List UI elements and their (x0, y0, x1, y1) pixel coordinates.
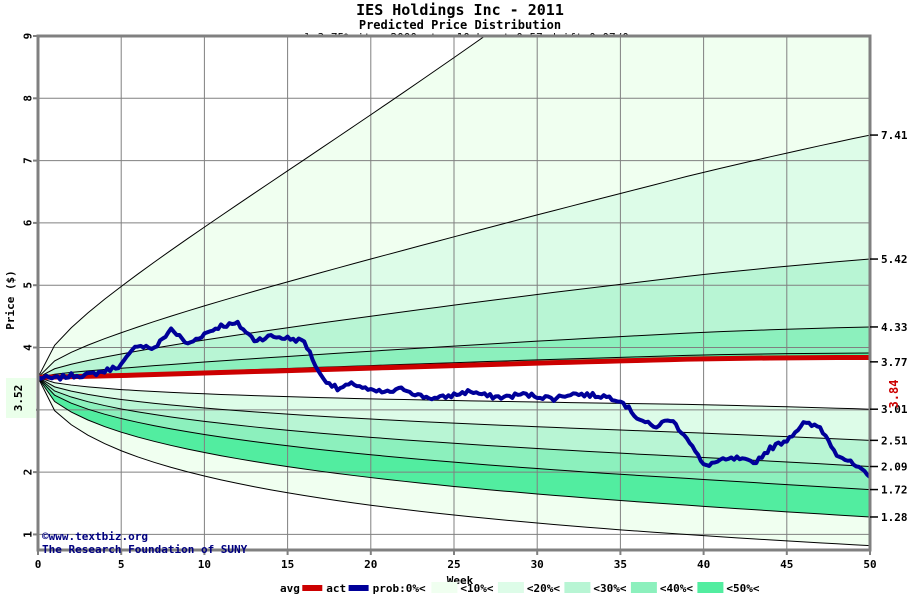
x-axis: 0 5 10 15 20 25 30 35 40 45 50 (35, 550, 877, 571)
x-axis-tick-label: 30 (531, 558, 544, 571)
start-price-backing (6, 378, 36, 418)
x-axis-tick-label: 45 (780, 558, 793, 571)
right-value-label: 2.51 (881, 434, 908, 447)
legend-text: <30%< (593, 582, 626, 595)
quantile-boundary-curve (38, 377, 870, 547)
quantile-boundary-curve (38, 134, 870, 378)
x-axis-tick-label: 40 (697, 558, 710, 571)
right-value-label: 3.01 (881, 403, 908, 416)
y-axis-label: Price ($) (4, 270, 17, 330)
y-axis-tick-label: 2 (22, 469, 35, 476)
right-value-label: 1.72 (881, 484, 908, 497)
x-axis-tick-label: 0 (35, 558, 42, 571)
legend-text: prob:0%< (373, 582, 426, 595)
x-axis-tick-label: 10 (198, 558, 211, 571)
grid-lines (38, 36, 870, 550)
probability-band-lower-40 (38, 377, 870, 490)
right-value-labels: 7.41 5.42 4.33 3.77 3.01 2.51 2.09 1.72 1.28 (870, 129, 908, 524)
right-value-label: 4.33 (881, 321, 908, 334)
legend-swatch-band (697, 582, 724, 593)
legend-swatch-act (348, 585, 369, 591)
legend-text: avg (280, 582, 300, 595)
probability-band-lower-50 (38, 377, 870, 517)
right-value-label: 5.42 (881, 253, 908, 266)
legend-swatch-avg (302, 585, 323, 591)
chart-title: IES Holdings Inc - 2011 (356, 1, 564, 19)
x-axis-tick-label: 20 (364, 558, 377, 571)
x-axis-tick-label: 50 (863, 558, 876, 571)
y-axis-tick-label: 8 (22, 95, 35, 102)
x-axis-tick-label: 15 (281, 558, 294, 571)
quantile-boundary-curve (38, 376, 870, 441)
x-axis-tick-label: 25 (447, 558, 460, 571)
quantile-boundary-curve (38, 36, 486, 378)
right-value-label: 3.77 (881, 356, 908, 369)
average-price-line (38, 354, 870, 380)
copyright-text: ©www.textbiz.org (42, 530, 148, 543)
data-series (38, 319, 870, 480)
x-axis-tick-label: 35 (614, 558, 627, 571)
y-axis-tick-label: 7 (22, 157, 35, 164)
probability-band-lower-30 (38, 377, 870, 467)
y-axis-tick-label: 1 (22, 531, 35, 538)
legend-swatch-band (564, 582, 591, 593)
y-axis-tick-label: 4 (22, 344, 35, 351)
legend-swatch-band (497, 582, 524, 593)
quantile-boundary-curve (38, 258, 870, 378)
legend-text: <10%< (460, 582, 493, 595)
quantile-boundary-curve (38, 326, 870, 378)
quantile-boundary-curve (38, 376, 870, 410)
quantile-boundary-curve (38, 377, 870, 518)
quantile-boundary-curve (38, 377, 870, 491)
legend-text: act (326, 582, 346, 595)
y-axis-tick-label: 9 (22, 33, 35, 40)
right-value-label: 2.09 (881, 461, 908, 474)
y-axis-tick-label: 6 (22, 219, 35, 226)
legend-text: <50%< (726, 582, 759, 595)
actual-price-line (38, 319, 870, 480)
y-axis-tick-label: 5 (22, 282, 35, 289)
organization-text: The Research Foundation of SUNY (42, 543, 248, 556)
chart-subtitle: Predicted Price Distribution (359, 18, 561, 32)
legend: avg act prob:0%< <10%< <20%< <30%< <40%< <50%< (280, 582, 760, 595)
legend-swatch-band (630, 582, 657, 593)
right-value-label: 1.28 (881, 511, 908, 524)
legend-swatch-band (431, 582, 458, 593)
right-value-label: 7.41 (881, 129, 908, 142)
x-axis-tick-label: 5 (118, 558, 125, 571)
legend-text: <40%< (660, 582, 693, 595)
start-price-label: 3.52 (12, 385, 25, 412)
end-average-label: 3.84 (887, 380, 901, 409)
legend-text: <20%< (527, 582, 560, 595)
